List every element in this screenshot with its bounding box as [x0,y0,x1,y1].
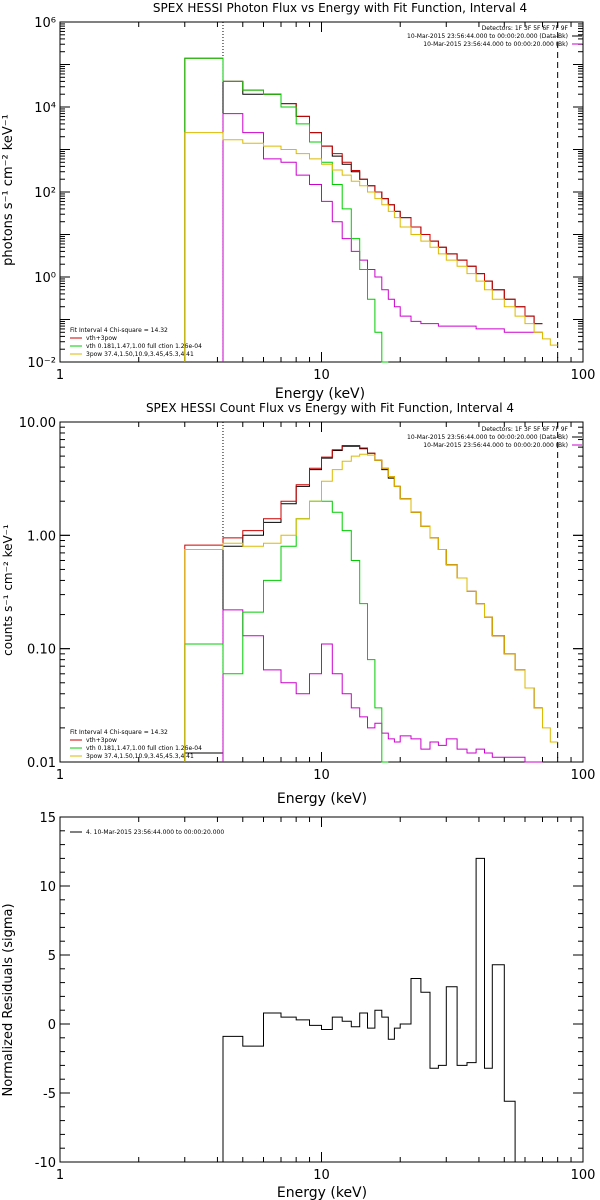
panel3-legend: 4. 10-Mar-2015 23:56:44.000 to 00:00:20.… [86,829,224,836]
panel2-legend-top-0: Detectors: 1F 3F 5F 6F 7F 9F [482,426,569,433]
panel1-ytick-label: 10⁻² [27,356,56,371]
panel2-xtick-label-100: 100 [571,768,596,783]
panel3-xlabel: Energy (keV) [277,1185,367,1200]
panel2-legend-bottom-3: 3pow 37.4,1.50,10.9,3.45,45.3,4.41 [86,753,194,760]
panel1-xtick-label-100: 100 [571,368,596,383]
panel3-xtick-label-1: 1 [56,1168,64,1183]
panel3-xtick-label-100: 100 [571,1168,596,1183]
panel3-ytick-label: -5 [43,1087,56,1102]
panel1-series-vth-3pow [184,57,543,362]
panel1-legend-top-1: 10-Mar-2015 23:56:44.000 to 00:00:20.000… [407,33,568,40]
panel2-ytick-label: 1.00 [27,529,56,544]
panel2-series-3pow [184,453,558,762]
panel1-legend-bottom-2: vth 0.181,1.47,1.00 full ction 1.26e-04 [86,343,202,350]
panel3-ylabel: Normalized Residuals (sigma) [1,903,16,1096]
panel2-xtick-label-1: 1 [56,768,64,783]
panel1-ytick-label: 10⁶ [34,16,56,31]
panel2-xtick-label-10: 10 [313,768,330,783]
panel1-xlabel: Energy (keV) [275,386,365,402]
panel3-ytick-label: -10 [35,1156,56,1171]
panel1-title: SPEX HESSI Photon Flux vs Energy with Fi… [153,1,527,15]
panel1-ytick-label: 10⁴ [34,101,56,116]
panel2-legend-bottom-0: Fit Interval 4 Chi-square = 14.32 [70,729,168,736]
panel1-ylabel: photons s⁻¹ cm⁻² keV⁻¹ [1,114,16,266]
panel1-series-bk [222,113,543,362]
panel3-ytick-label: 0 [48,1018,56,1033]
panel1-xtick-label-10: 10 [313,368,330,383]
panel2-frame [59,421,584,763]
panel2-legend-bottom-2: vth 0.181,1.47,1.00 full ction 1.26e-04 [86,745,202,752]
panel2-title: SPEX HESSI Count Flux vs Energy with Fit… [146,401,514,415]
panel3-ytick-label: 5 [48,949,56,964]
panel2-legend-top-1: 10-Mar-2015 23:56:44.000 to 00:00:20.000… [407,434,568,441]
panel2-series-data-bk [184,445,543,762]
panel2-legend-top-2: 10-Mar-2015 23:56:44.000 to 00:00:20.000… [423,442,568,449]
panel2-ytick-label: 10.00 [19,416,56,431]
panel1-legend-top-0: Detectors: 1F 3F 5F 6F 7F 9F [482,25,569,32]
panel1-legend-bottom-1: vth+3pow [86,335,117,342]
panel2-series-bk [222,609,543,763]
panel1-legend-bottom-3: 3pow 37.4,1.50,10.9,3.45,45.3,4.41 [86,351,194,358]
panel2-series-vth [184,500,389,763]
panel1-series-3pow [184,132,558,362]
panel3-series-4-10-mar-2015-23-56-44-0 [222,857,525,1163]
panel1-legend-top-2: 10-Mar-2015 23:56:44.000 to 00:00:20.000… [423,41,568,48]
panel2-legend-bottom-1: vth+3pow [86,737,117,744]
panel3-ytick-label: 15 [39,811,56,826]
panel1-ytick-label: 10² [34,186,56,201]
panel3-ytick-label: 10 [39,880,56,895]
panel2-ytick-label: 0.10 [27,643,56,658]
panel1-series-data-bk [222,80,543,362]
panel1-xtick-label-1: 1 [56,368,64,383]
panel2-ylabel: counts s⁻¹ cm⁻² keV⁻¹ [1,524,15,656]
panel1-legend-bottom-0: Fit Interval 4 Chi-square = 14.32 [70,327,168,334]
panel3-xtick-label-10: 10 [313,1168,330,1183]
panel2-ytick-label: 0.01 [27,756,56,771]
panel1-ytick-label: 10⁰ [34,271,56,286]
panel2-xlabel: Energy (keV) [277,791,367,807]
